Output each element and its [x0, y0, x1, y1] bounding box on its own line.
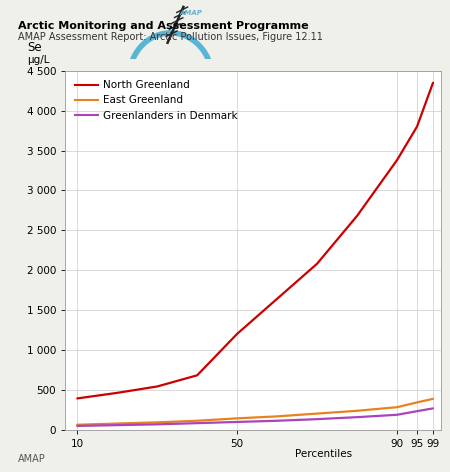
- Text: AMAP Assessment Report: Arctic Pollution Issues, Figure 12.11: AMAP Assessment Report: Arctic Pollution…: [18, 32, 323, 42]
- Text: Arctic Monitoring and Assessment Programme: Arctic Monitoring and Assessment Program…: [18, 21, 309, 31]
- Text: AMAP: AMAP: [180, 9, 202, 16]
- Text: Se: Se: [27, 41, 41, 54]
- Text: Percentiles: Percentiles: [296, 449, 352, 459]
- Text: AMAP: AMAP: [18, 454, 46, 464]
- Legend: North Greenland, East Greenland, Greenlanders in Denmark: North Greenland, East Greenland, Greenla…: [71, 76, 242, 125]
- Text: µg/L: µg/L: [27, 55, 50, 65]
